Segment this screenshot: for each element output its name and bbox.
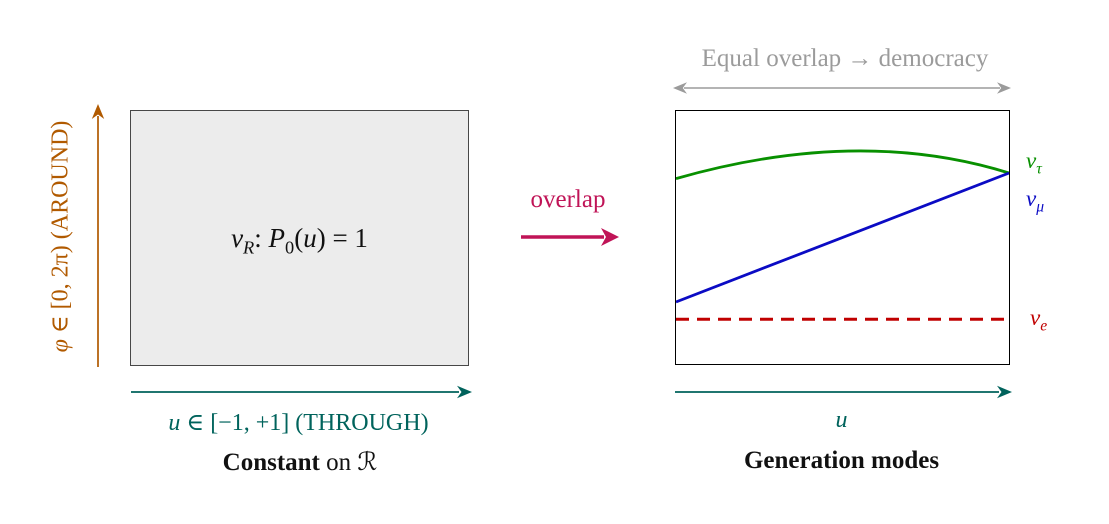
nu-mu-curve <box>676 171 1009 304</box>
phi-axis-label: φ ∈ [0, 2π) (AROUND) <box>46 92 75 382</box>
u-axis-right-arrowhead-icon <box>997 385 1012 399</box>
democracy-label: Equal overlap → democracy <box>701 45 989 72</box>
nu-tau-symbol: ν <box>1026 148 1037 173</box>
left-caption-bold: Constant <box>222 449 320 476</box>
nu-mu-subscript: μ <box>1036 198 1045 216</box>
left-caption-script-r: ℛ <box>357 449 378 476</box>
formula-nu: ν <box>231 222 244 253</box>
nu-tau-subscript: τ <box>1036 160 1042 178</box>
formula-nu-subscript: R <box>243 236 255 257</box>
u-axis-caps: (THROUGH) <box>295 410 429 436</box>
u-axis-label: u ∈ [−1, +1] (THROUGH) <box>110 408 487 437</box>
overlap-arrow <box>521 228 619 246</box>
box-formula: νR: P0(u) = 1 <box>231 222 368 257</box>
overlap-label: overlap <box>530 186 606 213</box>
constant-region-box: νR: P0(u) = 1 <box>130 110 469 366</box>
u-axis-arrow-left <box>131 385 472 399</box>
left-caption-mid: on <box>319 449 358 476</box>
formula-var: u <box>303 222 317 253</box>
overlap-arrowhead-icon <box>601 228 619 246</box>
democracy-arrowhead-left-icon <box>673 82 687 94</box>
formula-p: P <box>268 222 286 253</box>
phi-axis-var: φ <box>47 339 74 353</box>
x-axis-label: u <box>675 407 1008 434</box>
nu-mu-symbol: ν <box>1026 186 1037 211</box>
phi-axis-arrow <box>91 104 105 367</box>
phi-axis-arrowhead-icon <box>91 104 105 119</box>
phi-axis-set: ∈ [0, 2π) <box>47 239 74 340</box>
nu-e-symbol: ν <box>1030 305 1041 330</box>
nu-e-subscript: e <box>1040 317 1048 335</box>
formula-rest: ) = 1 <box>316 222 368 253</box>
democracy-double-arrow <box>673 82 1011 94</box>
modes-plot-svg <box>676 149 1009 321</box>
u-axis-set: ∈ [−1, +1] <box>180 410 296 436</box>
phi-axis-caps: (AROUND) <box>47 120 74 240</box>
democracy-arrowhead-right-icon <box>997 82 1011 94</box>
formula-colon: : <box>254 222 269 253</box>
x-axis-var: u <box>835 407 848 433</box>
u-axis-var: u <box>168 410 181 436</box>
nu-tau-label: ντ <box>1026 148 1042 177</box>
nu-e-label: νe <box>1030 305 1047 334</box>
formula-open-paren: ( <box>294 222 304 253</box>
left-caption: Constant on ℛ <box>100 447 500 477</box>
nu-tau-curve <box>676 149 1009 180</box>
nu-mu-label: νμ <box>1026 186 1044 215</box>
right-caption: Generation modes <box>743 447 940 474</box>
modes-plot <box>675 110 1010 365</box>
u-axis-arrow-right <box>675 385 1012 399</box>
u-axis-arrowhead-icon <box>457 385 472 399</box>
formula-p-subscript: 0 <box>285 236 295 257</box>
